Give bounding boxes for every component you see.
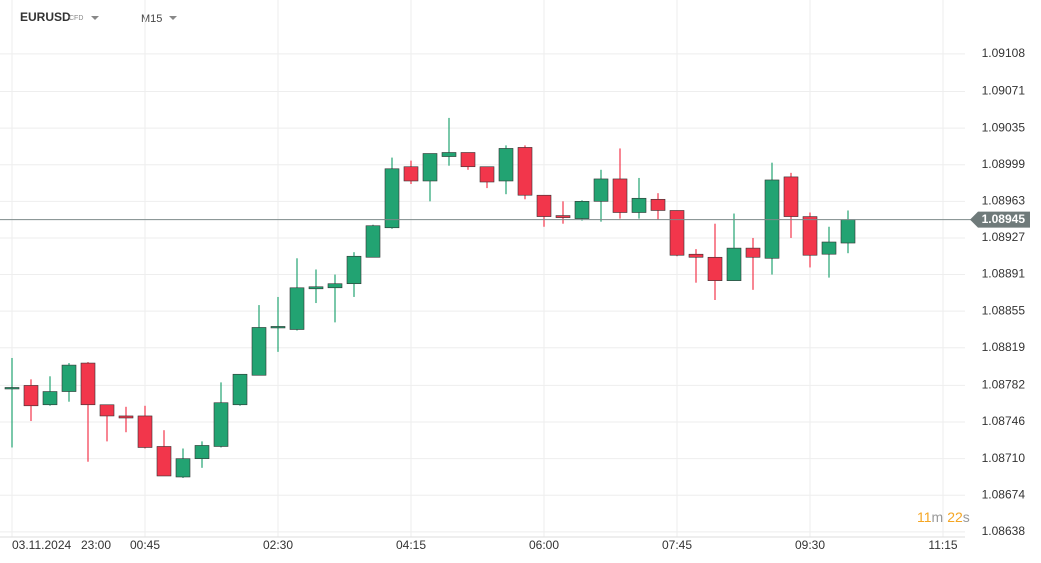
y-tick-label: 1.08638 [982, 524, 1026, 538]
candle-body [99, 404, 115, 417]
x-tick-label: 02:30 [263, 538, 293, 552]
last-price-label: 1.08945 [982, 212, 1026, 226]
candle-body [4, 387, 20, 390]
timer-seconds: 22 [947, 509, 963, 525]
candle-body [23, 385, 39, 407]
y-tick-label: 1.08999 [982, 157, 1026, 171]
timer-unit: m [932, 509, 944, 525]
candle-body [650, 198, 666, 211]
x-tick-label: 04:15 [396, 538, 426, 552]
x-tick-label: 07:45 [662, 538, 692, 552]
candle-body [308, 286, 324, 290]
y-tick-label: 1.08782 [982, 378, 1026, 392]
y-tick-label: 1.08710 [982, 451, 1026, 465]
candle-body [707, 256, 723, 281]
candle-body [764, 179, 780, 259]
y-tick-label: 1.08855 [982, 303, 1026, 317]
grid [0, 0, 965, 537]
y-tick-label: 1.08963 [982, 193, 1026, 207]
candle-body [232, 373, 248, 406]
x-tick-label: 06:00 [529, 538, 559, 552]
candle-body [270, 326, 286, 329]
candle-body [175, 458, 191, 478]
timer-minutes: 11 [917, 509, 932, 525]
candle-body [498, 148, 514, 182]
candle-body [194, 445, 210, 459]
candle-body [327, 283, 343, 289]
candle-body [840, 219, 856, 244]
timer: 11m 22s [917, 509, 970, 525]
timeframe-dropdown[interactable] [169, 16, 177, 20]
symbol-dropdown[interactable] [91, 16, 99, 20]
y-tick-label: 1.09071 [982, 84, 1026, 98]
candle-body [422, 153, 438, 182]
last-price-tag [970, 211, 1030, 228]
candle-body [631, 197, 647, 213]
candle-body [479, 166, 495, 183]
y-tick-label: 1.08746 [982, 414, 1026, 428]
candle-body [669, 210, 685, 256]
candle-body [137, 415, 153, 448]
candle-body [460, 152, 476, 168]
candle-body [289, 287, 305, 330]
timer-unit: s [963, 509, 970, 525]
candle-body [593, 178, 609, 202]
candle-body [118, 415, 134, 419]
x-tick-label: 11:15 [928, 538, 957, 552]
candle-body [612, 178, 628, 213]
candle-body [441, 152, 457, 157]
candle-body [251, 327, 267, 376]
candle-body [821, 241, 837, 255]
x-tick-label: 00:45 [130, 538, 160, 552]
candle-body [156, 446, 172, 477]
candle-body [384, 168, 400, 229]
x-tick-label: 09:30 [795, 538, 825, 552]
y-tick-label: 1.08927 [982, 230, 1026, 244]
candle-body [213, 402, 229, 447]
y-tick-label: 1.08891 [982, 267, 1026, 281]
candle-body [61, 364, 77, 392]
candle-body [80, 362, 96, 406]
candle-body [802, 216, 818, 256]
candle-body [574, 201, 590, 219]
candle-body [365, 225, 381, 258]
candle-body [517, 147, 533, 196]
y-tick-label: 1.09108 [982, 46, 1026, 60]
candle-body [346, 255, 362, 285]
candle-body [536, 194, 552, 217]
symbol[interactable]: EURUSD [20, 10, 71, 24]
candle-body [745, 247, 761, 258]
symbol-tag: CFD [69, 15, 83, 22]
candle-body [726, 247, 742, 281]
candle-body [688, 253, 704, 258]
y-tick-label: 1.08819 [982, 340, 1026, 354]
date-label: 03.11.2024 [12, 538, 71, 552]
timeframe[interactable]: M15 [141, 13, 162, 25]
candle-body [42, 391, 58, 406]
candle-body [783, 176, 799, 217]
y-tick-label: 1.09035 [982, 120, 1026, 134]
candle-body [403, 166, 419, 182]
x-tick-label: 23:00 [81, 538, 111, 552]
candle-body [555, 215, 571, 218]
y-tick-label: 1.08674 [982, 487, 1026, 501]
